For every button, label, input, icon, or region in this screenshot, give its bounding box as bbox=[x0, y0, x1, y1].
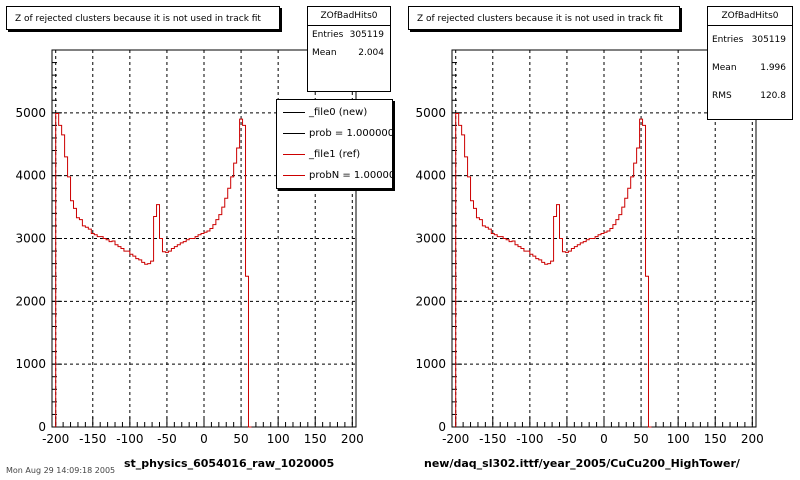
y-tick-label: 3000 bbox=[15, 232, 46, 246]
stats-row-entries-right: Entries 305119 bbox=[712, 35, 786, 45]
y-tick-label: 2000 bbox=[415, 294, 446, 308]
y-tick-label: 2000 bbox=[15, 294, 46, 308]
stats-row-mean-right: Mean 1.996 bbox=[712, 63, 786, 73]
x-tick-label: -100 bbox=[516, 432, 543, 446]
x-tick-label: -150 bbox=[479, 432, 506, 446]
x-tick-label: -200 bbox=[442, 432, 469, 446]
stats-row-rms-right: RMS 120.8 bbox=[712, 91, 786, 101]
x-tick-label: -150 bbox=[79, 432, 106, 446]
x-tick-label: 100 bbox=[667, 432, 690, 446]
x-tick-label: 150 bbox=[704, 432, 727, 446]
series-line-0 bbox=[55, 112, 252, 428]
y-tick-label: 1000 bbox=[415, 357, 446, 371]
series-line-1 bbox=[455, 112, 652, 428]
x-tick-label: 200 bbox=[341, 432, 364, 446]
x-tick-label: 50 bbox=[633, 432, 648, 446]
histogram-title-left: Z of rejected clusters because it is not… bbox=[6, 6, 280, 30]
x-tick-label: 150 bbox=[304, 432, 327, 446]
y-tick-label: 5000 bbox=[15, 106, 46, 120]
stats-box-left: ZOfBadHits0 Entries 305119 Mean 2.004 bbox=[307, 6, 391, 92]
y-tick-label: 0 bbox=[38, 420, 46, 434]
x-tick-label: 200 bbox=[741, 432, 764, 446]
y-tick-label: 5000 bbox=[415, 106, 446, 120]
caption-right: new/daq_sl302.ittf/year_2005/CuCu200_Hig… bbox=[424, 457, 740, 470]
legend-item-file0: _file0 (new) bbox=[277, 102, 392, 123]
stats-name-right: ZOfBadHits0 bbox=[708, 7, 792, 26]
y-tick-label: 3000 bbox=[415, 232, 446, 246]
x-tick-label: 0 bbox=[600, 432, 608, 446]
footer-timestamp: Mon Aug 29 14:09:18 2005 bbox=[6, 466, 116, 475]
legend-item-file1: _file1 (ref) bbox=[277, 144, 392, 165]
stats-row-entries-left: Entries 305119 bbox=[312, 30, 384, 40]
x-tick-label: -50 bbox=[557, 432, 577, 446]
x-tick-label: 0 bbox=[200, 432, 208, 446]
caption-left: st_physics_6054016_raw_1020005 bbox=[124, 457, 335, 470]
legend-box: _file0 (new) prob = 1.000000 _file1 (ref… bbox=[276, 99, 393, 189]
y-tick-label: 4000 bbox=[415, 169, 446, 183]
legend-line-probn bbox=[283, 175, 305, 176]
y-tick-label: 4000 bbox=[15, 169, 46, 183]
legend-line-prob bbox=[283, 133, 305, 134]
stats-box-right: ZOfBadHits0 Entries 305119 Mean 1.996 RMS 1… bbox=[707, 6, 793, 120]
y-tick-label: 0 bbox=[438, 420, 446, 434]
x-tick-label: -50 bbox=[157, 432, 177, 446]
histogram-title-right: Z of rejected clusters because it is not… bbox=[408, 6, 680, 30]
y-tick-label: 1000 bbox=[15, 357, 46, 371]
stats-name-left: ZOfBadHits0 bbox=[308, 7, 390, 26]
legend-line-file1 bbox=[283, 154, 305, 155]
legend-line-file0 bbox=[283, 112, 305, 113]
histogram-plot-right: -200 -150 -100 -50 0 50 100 150 2000100020003000… bbox=[415, 49, 764, 446]
x-tick-label: 100 bbox=[267, 432, 290, 446]
x-tick-label: -200 bbox=[42, 432, 69, 446]
x-tick-label: 50 bbox=[233, 432, 248, 446]
legend-item-probn: probN = 1.000000 bbox=[277, 165, 392, 186]
stats-row-mean-left: Mean 2.004 bbox=[312, 48, 384, 58]
x-tick-label: -100 bbox=[116, 432, 143, 446]
legend-item-prob: prob = 1.000000 bbox=[277, 123, 392, 144]
